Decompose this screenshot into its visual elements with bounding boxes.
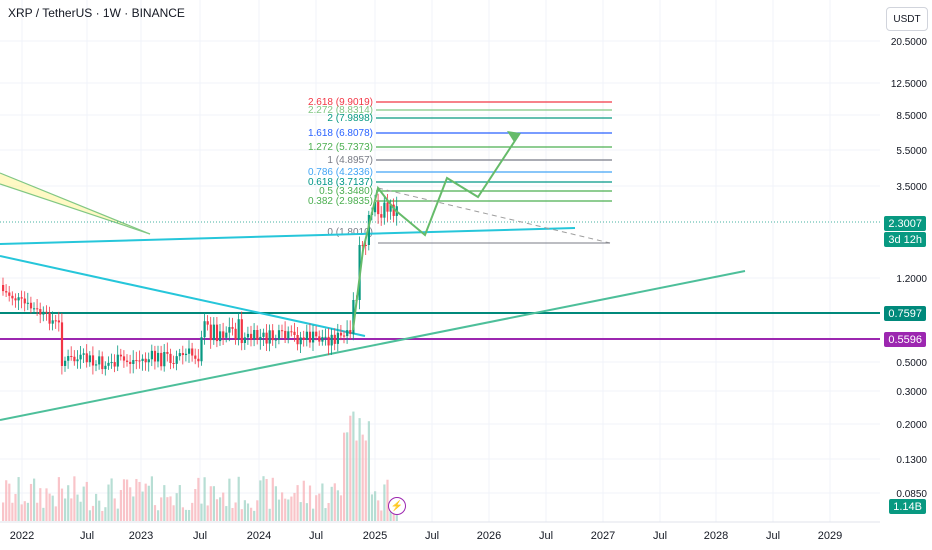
- time-tick-label: Jul: [766, 530, 780, 542]
- time-tick-label: Jul: [653, 530, 667, 542]
- time-tick-label: 2026: [477, 530, 501, 542]
- time-tick-label: 2024: [247, 530, 271, 542]
- time-tick-label: Jul: [309, 530, 323, 542]
- time-tick-label: Jul: [539, 530, 553, 542]
- time-tick-label: 2028: [704, 530, 728, 542]
- fib-level-label: 0.5 (3.3480): [319, 186, 373, 197]
- lightning-icon[interactable]: ⚡: [388, 497, 406, 515]
- price-tick-label: 3.5000: [896, 182, 927, 193]
- countdown-badge: 3d 12h: [884, 232, 926, 247]
- volume-badge: 1.14B: [889, 499, 926, 514]
- time-tick-label: Jul: [193, 530, 207, 542]
- trendline-descending[interactable]: [0, 255, 366, 337]
- trendline-ascending[interactable]: [0, 270, 746, 421]
- price-tick-label: 0.2000: [896, 420, 927, 431]
- chart-grid: [0, 0, 880, 522]
- time-tick-label: 2029: [818, 530, 842, 542]
- last-price-badge: 2.3007: [884, 216, 926, 231]
- price-tick-label: 0.5000: [896, 358, 927, 369]
- fib-level-label: 1 (4.8957): [327, 155, 373, 166]
- currency-button[interactable]: USDT: [886, 7, 928, 31]
- time-tick-label: Jul: [425, 530, 439, 542]
- fib-extension-tool[interactable]: 2.618 (9.9019)2.272 (8.8314)2 (7.9898) 1.…: [308, 97, 612, 238]
- price-axis-ticks: 20.5000 12.5000 8.5000 5.5000 3.5000 1.2000 0.…: [891, 37, 928, 500]
- fib-level-label: 0.618 (3.7137): [308, 177, 373, 188]
- candlesticks: [2, 193, 398, 376]
- price-tick-label: 8.5000: [896, 111, 927, 122]
- fib-level-label: 2 (7.9898): [327, 113, 373, 124]
- price-tick-label: 20.5000: [891, 37, 928, 48]
- symbol-title[interactable]: XRP / TetherUS · 1W · BINANCE: [8, 6, 185, 20]
- fib-level-label: 0 (1.8010): [327, 227, 373, 238]
- trendline-dashed[interactable]: [377, 187, 611, 244]
- price-tick-label: 0.1300: [896, 455, 927, 466]
- price-tick-label: 5.5000: [896, 146, 927, 157]
- time-tick-label: 2025: [363, 530, 387, 542]
- fib-level-label: 0.786 (4.2336): [308, 167, 373, 178]
- level-badge-purple: 0.5596: [884, 332, 926, 347]
- time-tick-label: 2027: [591, 530, 615, 542]
- price-axis[interactable]: [880, 0, 932, 550]
- trendline-resistance[interactable]: [0, 227, 576, 245]
- fib-level-label: 0.382 (2.9835): [308, 196, 373, 207]
- time-axis[interactable]: [0, 522, 880, 550]
- volume-bars: [2, 411, 398, 521]
- time-tick-label: 2023: [129, 530, 153, 542]
- time-tick-label: 2022: [10, 530, 34, 542]
- time-axis-ticks: 2022 Jul 2023 Jul 2024 Jul 2025 Jul 2026 Jul 2027 J…: [10, 530, 842, 542]
- fib-level-label: 1.618 (6.8078): [308, 128, 373, 139]
- fib-level-label: 2.272 (8.8314): [308, 105, 373, 116]
- time-tick-label: Jul: [80, 530, 94, 542]
- fib-level-label: 1.272 (5.7373): [308, 142, 373, 153]
- price-tick-label: 0.0850: [896, 489, 927, 500]
- level-badge-green: 0.7597: [884, 306, 926, 321]
- projection-path[interactable]: [352, 131, 521, 331]
- price-tick-label: 0.3000: [896, 387, 927, 398]
- price-tick-label: 12.5000: [891, 79, 928, 90]
- price-tick-label: 1.2000: [896, 274, 927, 285]
- fib-level-label: 2.618 (9.9019): [308, 97, 373, 108]
- trendline-wedge[interactable]: [0, 172, 151, 235]
